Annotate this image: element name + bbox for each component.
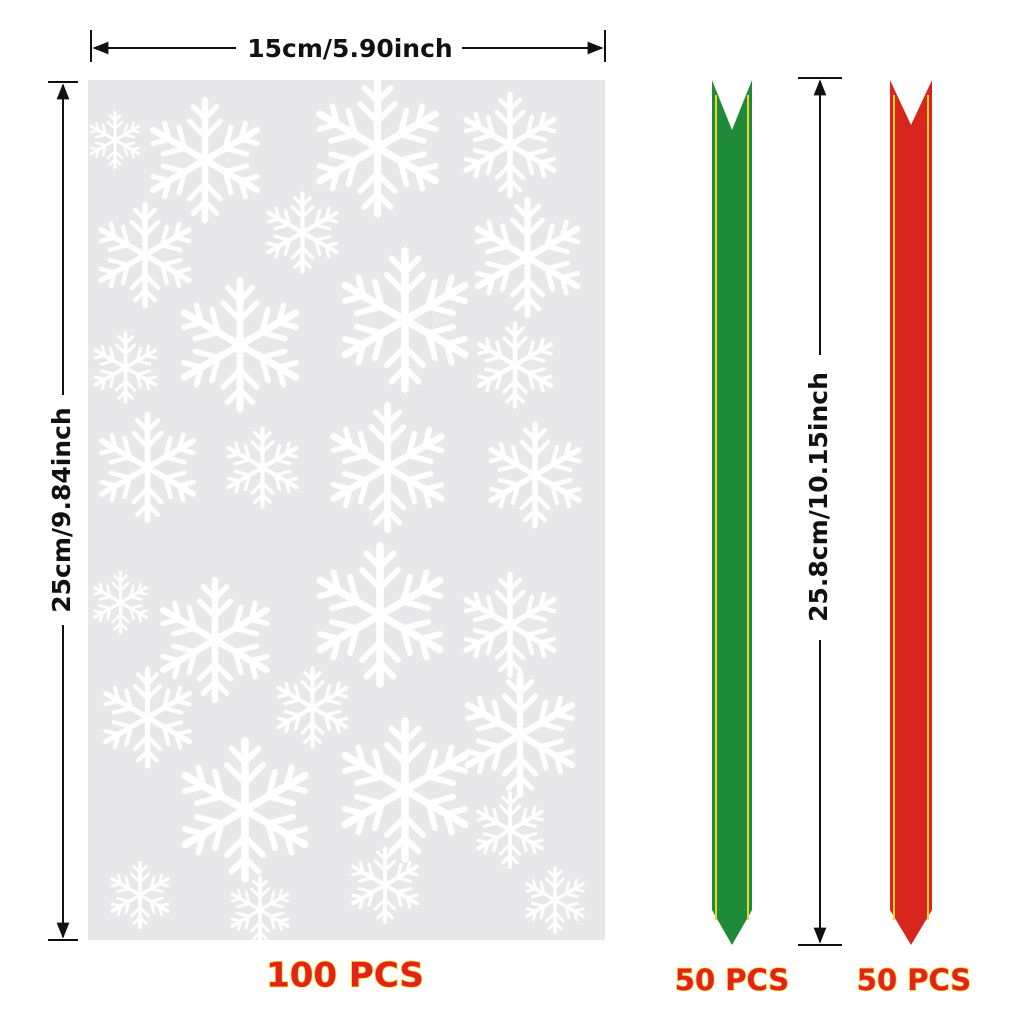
green-twist-tie [712,80,752,945]
height-label: 25cm/9.84inch [47,407,76,612]
bag-quantity: 100 PCS [266,956,424,996]
tie-length-label: 25.8cm/10.15inch [804,372,833,622]
red-quantity: 50 PCS [857,963,971,997]
width-label: 15cm/5.90inch [247,34,452,63]
green-quantity: 50 PCS [675,963,789,997]
red-twist-tie [890,80,932,945]
